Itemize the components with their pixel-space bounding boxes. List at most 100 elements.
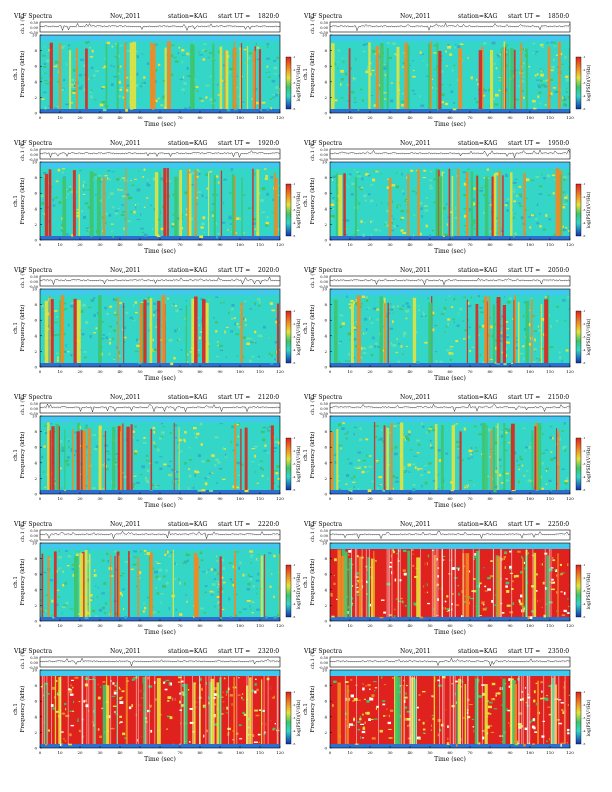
spectrogram-speckle	[350, 477, 353, 480]
spectrogram-speckle	[94, 615, 98, 617]
spectrogram-sferic-streak	[128, 551, 130, 617]
spectrogram-speckle	[503, 556, 507, 559]
spectrogram-speckle	[339, 325, 342, 328]
spectrogram-speckle	[381, 301, 385, 304]
spectrogram-speckle	[150, 729, 153, 733]
spectrogram-speckle	[475, 446, 477, 449]
spectrogram-speckle	[428, 428, 432, 430]
spectrogram-speckle	[477, 295, 480, 298]
spectrogram-white-streak	[472, 549, 474, 617]
timeseries-tick-label: 0.00	[30, 26, 38, 30]
spectrogram-speckle	[245, 324, 247, 326]
spectrogram-image	[40, 670, 280, 748]
spectrogram-speckle	[178, 338, 181, 341]
spectrogram-speckle	[204, 482, 208, 486]
spectrogram-speckle	[213, 317, 215, 319]
spectrogram-speckle	[112, 206, 115, 209]
spectrogram-speckle	[148, 328, 151, 332]
panel-date: Nov,,2011	[400, 648, 431, 655]
spectrogram-speckle	[215, 355, 220, 358]
spectrogram-speckle	[459, 43, 464, 45]
panel-start-prefix: start UT =	[508, 648, 540, 655]
spectrogram-speckle	[71, 302, 74, 305]
spectrogram-speckle	[565, 91, 568, 93]
colorbar-label: log(PSD)(V²/Hz)	[295, 64, 302, 101]
spectrogram-speckle	[107, 170, 111, 172]
spectrogram-speckle	[200, 443, 203, 446]
spectrogram-speckle	[158, 437, 163, 440]
spectrogram-sferic-streak	[555, 684, 557, 744]
spectrogram-speckle	[374, 690, 376, 692]
spectrogram-sferic-streak	[457, 168, 460, 236]
spectrogram-speckle	[560, 573, 563, 575]
spectrogram-speckle	[473, 578, 476, 580]
y-tick-label: 4	[324, 206, 327, 211]
spectrogram-speckle	[146, 179, 150, 181]
spectrogram-speckle	[403, 549, 407, 552]
spectrogram-sferic-streak	[104, 430, 107, 490]
spectrogram-speckle	[112, 235, 114, 238]
spectrogram-speckle	[185, 213, 189, 216]
spectrogram-speckle	[42, 212, 45, 214]
spectrogram-speckle	[76, 720, 79, 722]
spectrogram-speckle	[64, 581, 67, 585]
timeseries-tick-label: 0.50	[320, 656, 328, 660]
spectrogram-speckle	[546, 174, 551, 178]
spectrogram-white-streak	[92, 676, 94, 744]
timeseries-trace	[39, 22, 281, 32]
spectrogram-speckle	[424, 205, 428, 207]
y-tick-label: 0	[324, 746, 327, 751]
spectrogram-speckle	[132, 304, 135, 307]
spectrogram-speckle	[429, 439, 432, 442]
spectrogram-speckle	[332, 704, 334, 707]
y-axis-label: Frequency (kHz)	[309, 305, 316, 352]
colorbar-tick-label: -3	[583, 716, 586, 720]
spectrogram-speckle	[420, 474, 424, 477]
x-tick-label: 30	[97, 115, 103, 120]
spectrogram-speckle	[345, 718, 347, 720]
timeseries-ylabel: ch.1 (V)	[19, 141, 26, 161]
spectrogram-speckle	[545, 467, 549, 470]
colorbar-tick-label: -2	[583, 68, 586, 72]
spectrogram-image	[40, 162, 280, 240]
spectrogram-speckle	[563, 203, 568, 206]
x-tick-label: 20	[367, 115, 373, 120]
spectrogram-speckle	[437, 679, 440, 682]
spectrogram-speckle	[337, 49, 341, 52]
spectrogram-speckle	[401, 104, 404, 107]
spectrogram-speckle	[181, 54, 186, 56]
spectrogram-speckle	[241, 696, 243, 699]
spectrogram-speckle	[402, 92, 404, 95]
spectrogram-sferic-streak	[149, 298, 153, 363]
spectrogram-speckle	[505, 174, 509, 177]
spectrogram-speckle	[165, 550, 167, 554]
spectrogram-speckle	[467, 319, 469, 321]
spectrogram-speckle	[330, 208, 335, 210]
spectrogram-speckle	[113, 690, 118, 692]
spectrogram-white-streak	[437, 549, 439, 617]
spectrogram-speckle	[384, 314, 389, 317]
spectrogram-speckle	[370, 317, 373, 320]
spectrogram-speckle	[543, 614, 546, 618]
spectrogram-speckle	[168, 555, 171, 558]
spectrogram-speckle	[270, 106, 272, 110]
spectrogram-speckle	[356, 467, 361, 469]
spectrogram-speckle	[61, 612, 63, 615]
spectrogram-speckle	[99, 609, 102, 612]
timeseries-tick-label: -0.50	[319, 158, 328, 162]
spectrogram-speckle	[517, 202, 521, 205]
spectrogram-white-streak	[46, 676, 48, 744]
spectrogram-speckle	[500, 334, 504, 338]
spectrogram-speckle	[218, 467, 223, 470]
x-tick-label: 50	[137, 623, 143, 628]
spectrogram-speckle	[257, 554, 260, 556]
spectrogram-sferic-streak	[71, 429, 74, 490]
spectrogram-speckle	[65, 103, 69, 106]
panel-title: VLF Spectra	[13, 13, 53, 20]
timeseries-ylabel: ch.1 (V)	[309, 14, 316, 34]
spectrogram-speckle	[490, 731, 495, 733]
spectrogram-speckle	[500, 435, 503, 438]
spectrogram-speckle	[456, 567, 460, 569]
spectrogram-sferic-streak	[512, 680, 516, 744]
